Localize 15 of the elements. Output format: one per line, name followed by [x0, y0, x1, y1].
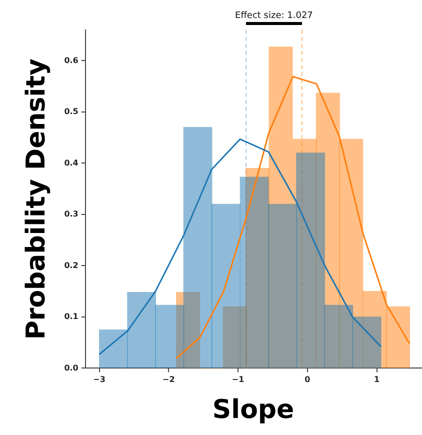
y-tick-label: 0.3 [64, 210, 78, 219]
text: Effect size: 1.027 [235, 11, 313, 21]
y-tick-label: 0.0 [64, 363, 79, 372]
y-axis-title: Probability Density [21, 58, 52, 340]
y-tick-label: 0.4 [64, 158, 79, 168]
x-tick-label: 0 [304, 375, 311, 384]
x-tick-label: −1 [232, 375, 245, 384]
x-axis-title: Slope [212, 395, 294, 426]
x-tick-label: −3 [93, 375, 106, 384]
x-tick-label: 1 [374, 375, 380, 384]
y-tick-label: 0.2 [64, 260, 78, 270]
y-tick-label: 0.5 [64, 107, 79, 116]
y-tick-label: 0.6 [64, 56, 79, 65]
y-tick-label: 0.1 [64, 312, 79, 322]
x-tick-label: −2 [162, 375, 175, 384]
